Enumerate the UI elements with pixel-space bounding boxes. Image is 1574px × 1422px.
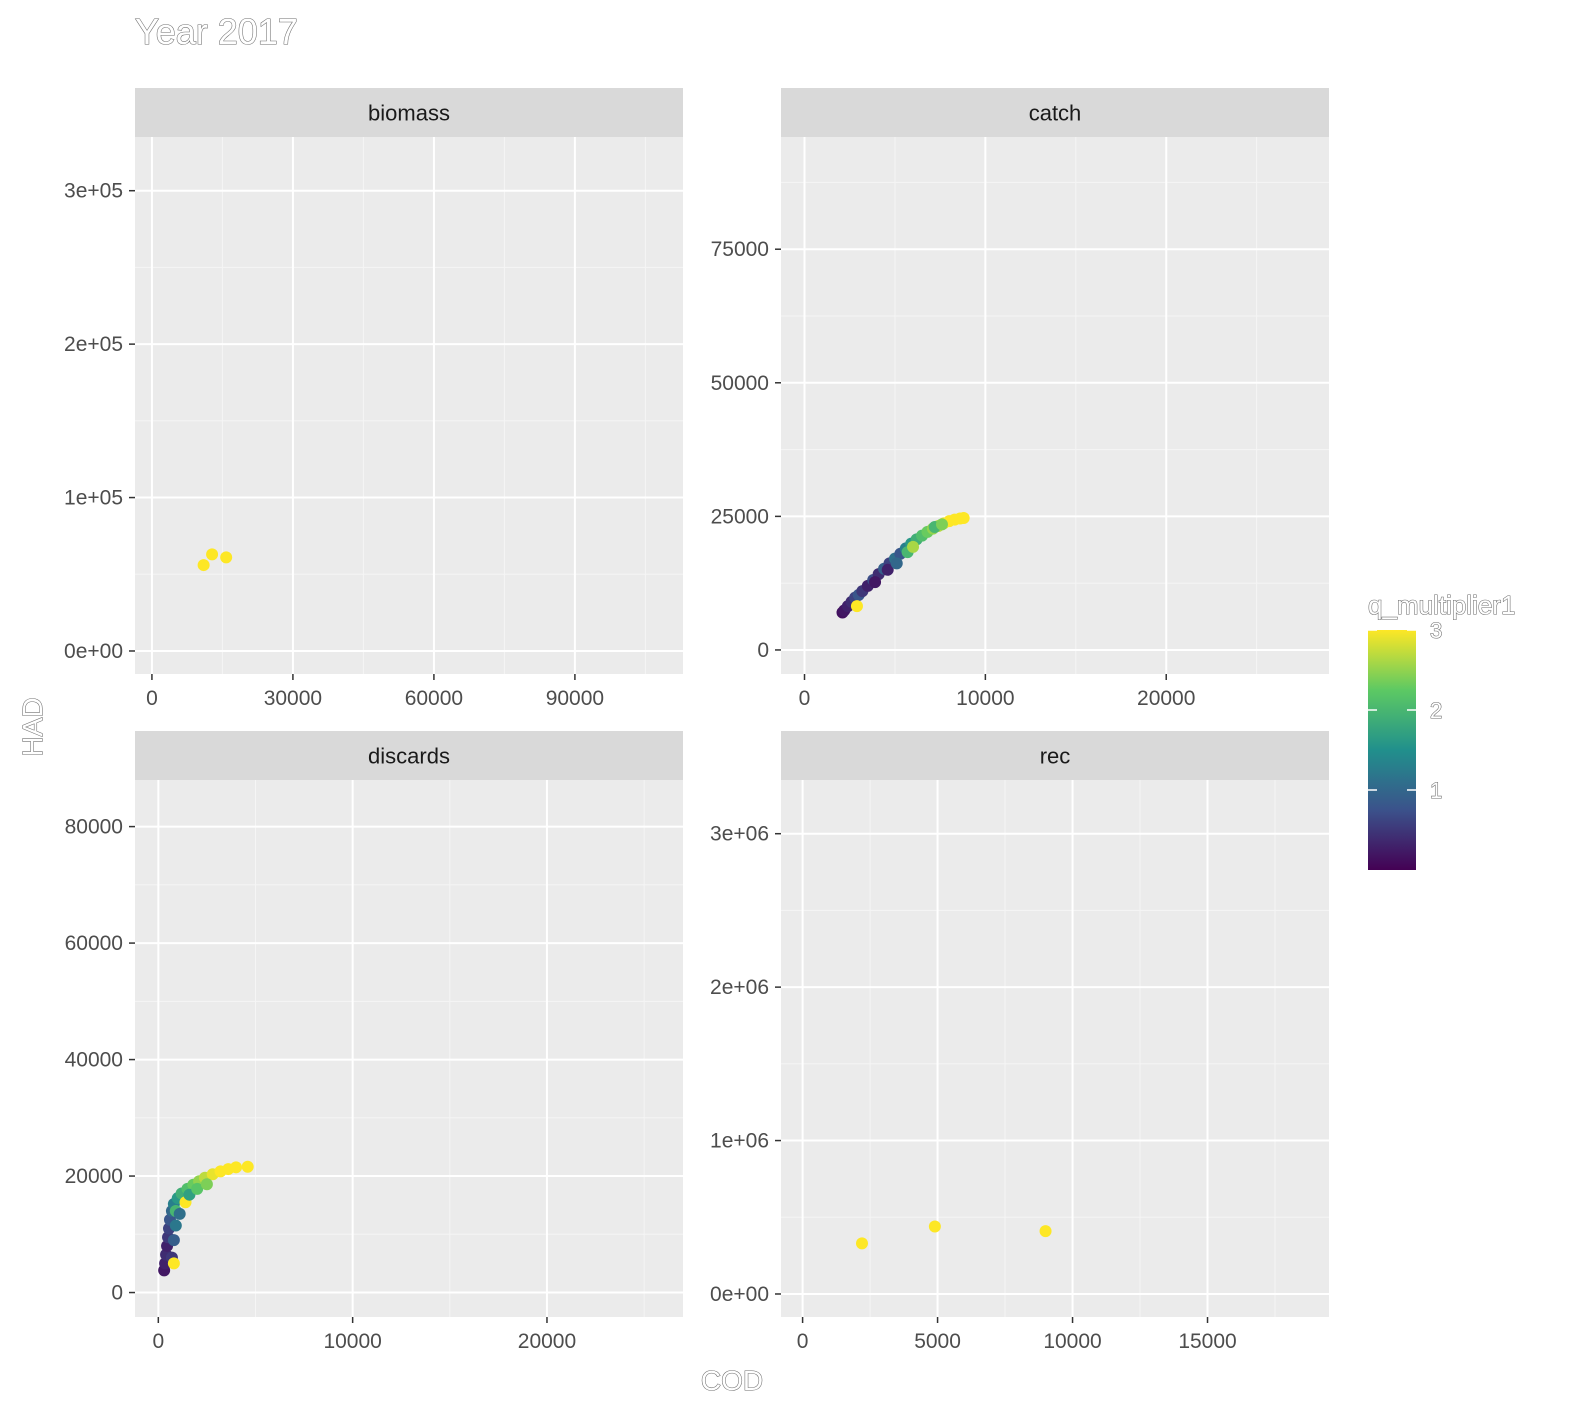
data-point [907, 540, 920, 553]
y-tick-label: 25000 [711, 505, 769, 528]
data-point [881, 563, 894, 576]
x-tick-label: 60000 [405, 687, 463, 710]
legend-title: q_multiplier1 [1368, 590, 1515, 620]
y-tick-label: 75000 [711, 238, 769, 261]
x-tick-label: 0 [797, 1330, 809, 1353]
facet-panel-rec: rec 0 5000 10000 15000 0e+00 1e+06 2e+06 3e+06 [710, 731, 1329, 1353]
data-point [200, 1178, 213, 1191]
x-tick-label: 10000 [1043, 1330, 1101, 1353]
legend-tick-label: 3 [1430, 618, 1442, 643]
y-tick-label: 2e+05 [64, 333, 123, 356]
facet-strip [135, 731, 683, 780]
data-point [197, 559, 210, 572]
data-point [173, 1207, 186, 1220]
x-tick-label: 15000 [1178, 1330, 1236, 1353]
chart-title: Year 2017 [135, 11, 298, 52]
data-point [191, 1182, 204, 1195]
x-tick-label: 30000 [264, 687, 322, 710]
y-tick-label: 1e+06 [710, 1130, 769, 1153]
y-tick-label: 2e+06 [710, 976, 769, 999]
y-tick-label: 0e+00 [64, 640, 123, 663]
y-tick-label: 60000 [65, 932, 123, 955]
facet-strip [781, 731, 1329, 780]
x-axis-title: COD [701, 1365, 763, 1396]
y-tick-label: 3e+05 [64, 180, 123, 203]
facet-panel-biomass: biomass 0 30000 60000 90000 0e+00 1e+05 2e+05 3e… [64, 88, 683, 710]
y-tick-label: 20000 [65, 1165, 123, 1188]
facet-panel-discards: discards 0 10000 20000 0 20000 40000 60000 80000 [65, 731, 683, 1353]
color-legend: q_multiplier1 1 2 3 [1367, 589, 1516, 870]
panel-background [135, 780, 683, 1317]
facet-strip-label: discards [368, 744, 450, 769]
x-tick-label: 20000 [518, 1330, 576, 1353]
legend-tick-label: 1 [1430, 778, 1442, 803]
x-tick-label: 5000 [914, 1330, 961, 1353]
x-tick-label: 10000 [323, 1330, 381, 1353]
x-tick-label: 10000 [956, 687, 1014, 710]
legend-tick-label: 2 [1430, 698, 1442, 723]
x-tick-label: 90000 [546, 687, 604, 710]
x-tick-label: 20000 [1137, 687, 1195, 710]
data-point [957, 511, 970, 524]
data-point [206, 548, 219, 561]
y-tick-label: 50000 [711, 372, 769, 395]
facet-strip-label: biomass [368, 101, 450, 126]
y-tick-label: 40000 [65, 1049, 123, 1072]
y-tick-label: 80000 [65, 816, 123, 839]
x-tick-label: 0 [799, 687, 811, 710]
data-point [890, 557, 903, 570]
y-tick-label: 3e+06 [710, 823, 769, 846]
y-tick-label: 0 [111, 1282, 123, 1305]
facet-panels: biomass 0 30000 60000 90000 0e+00 1e+05 2e+05 3e… [64, 88, 1329, 1353]
y-axis-title: HAD [17, 697, 48, 756]
data-point [230, 1161, 243, 1174]
y-tick-label: 0e+00 [710, 1283, 769, 1306]
y-tick-label: 0 [757, 639, 769, 662]
data-point [1039, 1225, 1052, 1238]
data-point [241, 1160, 254, 1173]
facet-strip-label: rec [1040, 744, 1071, 769]
data-point [167, 1257, 180, 1270]
x-tick-label: 0 [152, 1330, 164, 1353]
facet-strip-label: catch [1029, 101, 1082, 126]
data-point [220, 551, 233, 564]
panel-background [135, 137, 683, 674]
data-point [169, 1219, 182, 1232]
facet-strip [781, 88, 1329, 137]
data-point [855, 1237, 868, 1250]
y-tick-label: 1e+05 [64, 487, 123, 510]
panel-background [781, 780, 1329, 1317]
data-point [935, 518, 948, 531]
data-point [850, 600, 863, 613]
facet-panel-catch: catch 0 10000 20000 0 25000 50000 75000 [711, 88, 1329, 710]
x-tick-label: 0 [146, 687, 158, 710]
data-point [928, 1220, 941, 1233]
legend-colorbar [1368, 630, 1416, 870]
data-point [167, 1234, 180, 1247]
facet-strip [135, 88, 683, 137]
data-point [869, 576, 882, 589]
